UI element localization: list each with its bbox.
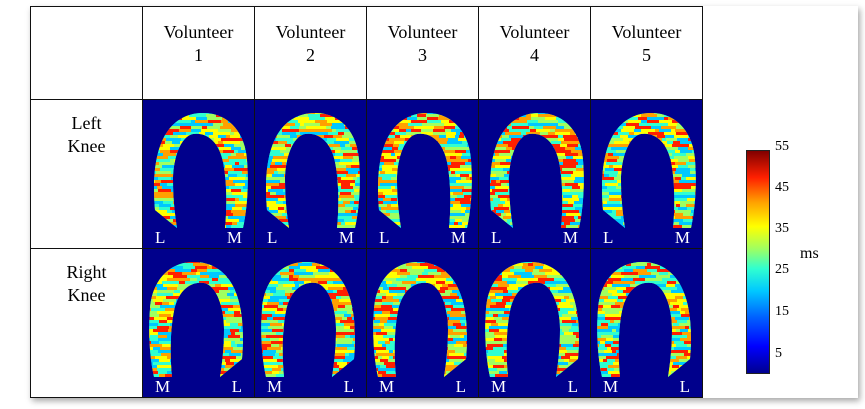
side-label-left: M [603,377,619,396]
colorbar-tick: 25 [775,262,789,277]
colorbar-tick: 5 [775,346,782,361]
table-corner-cell [30,6,143,100]
side-label-right: M [338,228,354,247]
column-header-volunteer-5: Volunteer 5 [590,6,703,100]
colorbar-unit-label: ms [800,245,819,262]
side-label-left: L [267,228,278,247]
colorbar [746,150,770,374]
side-label-right: M [674,228,690,247]
volunteer-knee-map-table: Volunteer 1 Volunteer 2 Volunteer 3 Volunte… [30,6,703,398]
column-header-volunteer-3: Volunteer 3 [366,6,479,100]
colorbar-tick: 15 [775,304,789,319]
colorbar-tick: 45 [775,180,789,195]
column-header-volunteer-1: Volunteer 1 [142,6,255,100]
side-label-right: M [562,228,578,247]
row-header-right-knee: Right Knee [30,248,143,398]
side-label-right: L [231,377,242,396]
side-label-left: M [491,377,507,396]
side-label-left: L [379,228,390,247]
side-label-left: L [491,228,502,247]
column-header-volunteer-4: Volunteer 4 [478,6,591,100]
side-label-left: M [155,377,171,396]
colorbar-tick: 55 [775,139,789,154]
side-label-left: L [603,228,614,247]
side-label-right: L [455,377,466,396]
side-label-right: M [226,228,242,247]
side-label-right: M [450,228,466,247]
row-header-left-knee: Left Knee [30,99,143,249]
side-label-left: L [155,228,166,247]
side-label-right: L [343,377,354,396]
colorbar-tick: 35 [775,221,789,236]
side-label-right: L [567,377,578,396]
side-label-left: M [267,377,283,396]
figure-frame: Volunteer 1 Volunteer 2 Volunteer 3 Volunte… [30,6,858,398]
side-label-right: L [679,377,690,396]
side-label-left: M [379,377,395,396]
column-header-volunteer-2: Volunteer 2 [254,6,367,100]
